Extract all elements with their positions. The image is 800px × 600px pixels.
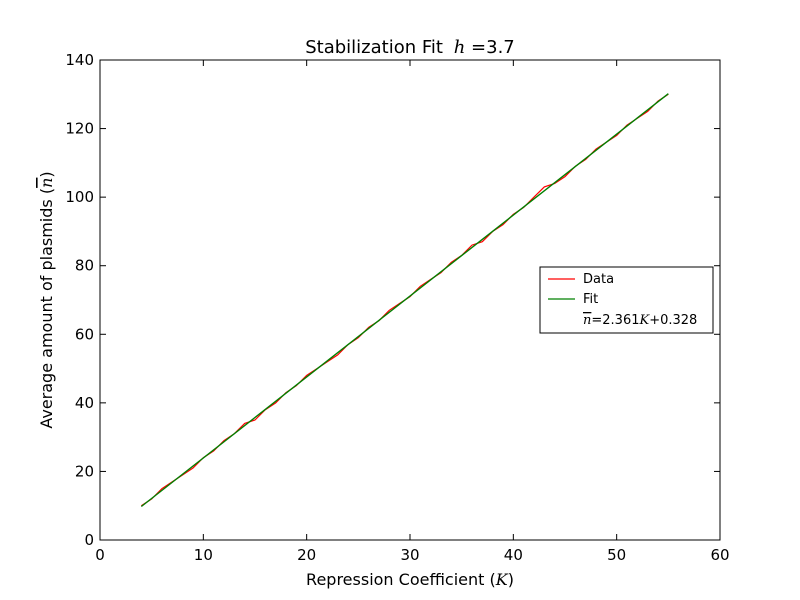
legend-box xyxy=(539,266,714,334)
legend: Data Fit n=2.361K+0.328 xyxy=(539,266,714,334)
legend-equation: n=2.361K+0.328 xyxy=(583,313,697,328)
legend-equation-suffix: +0.328 xyxy=(649,313,697,328)
legend-equation-n: n xyxy=(583,313,591,328)
y-axis-label-text: Average amount of plasmids ( xyxy=(37,188,56,429)
legend-equation-k: K xyxy=(638,313,650,328)
legend-data-label: Data xyxy=(583,272,614,287)
y-axis-label-math: n xyxy=(37,178,56,188)
x-axis-label-math: K xyxy=(495,570,509,589)
y-axis-label: Average amount of plasmids (n) xyxy=(37,171,56,428)
x-tick-label: 30 xyxy=(400,546,419,564)
y-tick-label: 100 xyxy=(65,188,94,206)
y-tick-label: 40 xyxy=(75,394,94,412)
y-tick-label: 120 xyxy=(65,120,94,138)
x-tick-label: 60 xyxy=(710,546,729,564)
y-ticks: 0 20 40 60 80 100 120 140 xyxy=(65,51,720,549)
y-tick-label: 80 xyxy=(75,257,94,275)
x-tick-label: 40 xyxy=(504,546,523,564)
x-tick-label: 0 xyxy=(95,546,105,564)
chart-title-text: Stabilization Fit xyxy=(305,37,443,58)
y-tick-label: 0 xyxy=(84,531,94,549)
chart-title-math: h xyxy=(454,37,466,58)
x-axis-label: Repression Coefficient (K) xyxy=(306,570,514,589)
chart-title-value: =3.7 xyxy=(471,37,515,58)
y-tick-label: 140 xyxy=(65,51,94,69)
x-tick-label: 50 xyxy=(607,546,626,564)
y-tick-label: 20 xyxy=(75,462,94,480)
x-ticks: 0 10 20 30 40 50 60 xyxy=(95,60,730,564)
y-tick-label: 60 xyxy=(75,325,94,343)
series-fit-line xyxy=(140,93,669,508)
x-tick-label: 10 xyxy=(194,546,213,564)
y-axis-label-end: ) xyxy=(37,171,56,177)
legend-fit-label: Fit xyxy=(583,292,598,307)
chart-title: Stabilization Fit h =3.7 xyxy=(305,37,515,58)
x-tick-label: 20 xyxy=(297,546,316,564)
x-axis-label-text: Repression Coefficient ( xyxy=(306,570,496,589)
legend-equation-middle: =2.361 xyxy=(591,313,639,328)
x-axis-label-end: ) xyxy=(508,570,514,589)
